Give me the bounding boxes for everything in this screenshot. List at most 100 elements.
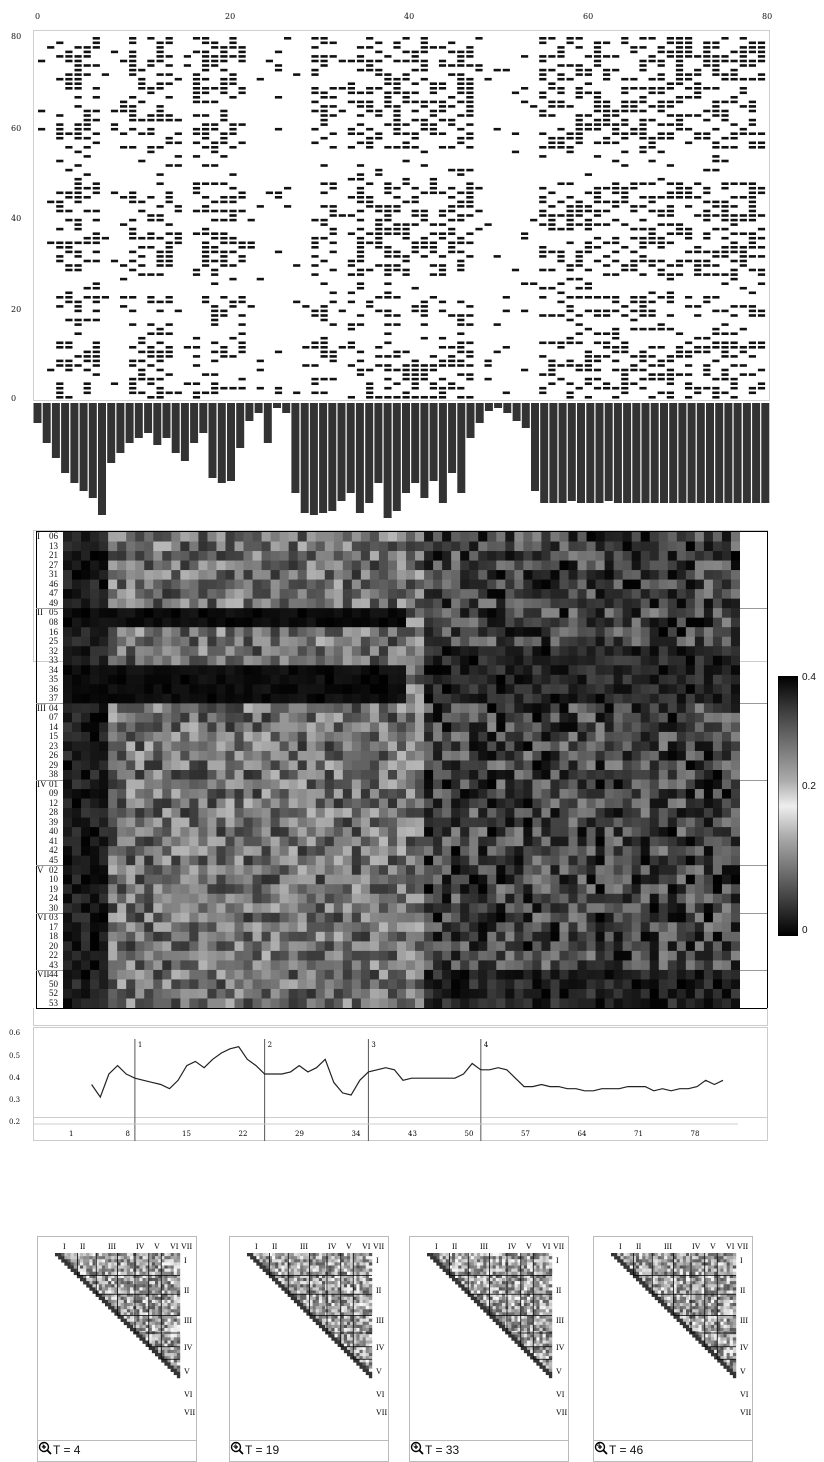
- spike-mark: [657, 177, 665, 181]
- heatmap-cell: [505, 731, 515, 742]
- spike-mark: [639, 46, 647, 49]
- heatmap-cell: [207, 703, 217, 714]
- spike-mark: [211, 218, 219, 222]
- heatmap-group-label: VI: [37, 912, 47, 923]
- heatmap-cell: [126, 655, 136, 666]
- heatmap-cell: [676, 855, 687, 866]
- heatmap-cell: [622, 655, 633, 666]
- heatmap-cell: [369, 789, 380, 799]
- heatmap-cell: [712, 760, 723, 771]
- heatmap-cell: [324, 741, 335, 752]
- heatmap-cell: [649, 836, 660, 847]
- heatmap-cell: [315, 636, 326, 647]
- heatmap-cell: [559, 541, 569, 552]
- spike-mark: [593, 105, 602, 108]
- heatmap-cell: [306, 741, 317, 752]
- spike-mark: [338, 59, 346, 63]
- heatmap-cell: [153, 560, 163, 571]
- heatmap-cell: [234, 617, 244, 628]
- heatmap-cell: [658, 827, 669, 838]
- heatmap-row-label: 15: [49, 731, 58, 742]
- spike-mark: [748, 305, 756, 308]
- spike-mark: [402, 73, 410, 76]
- spike-mark: [65, 396, 73, 399]
- spike-mark: [521, 100, 529, 104]
- heatmap-cell: [288, 627, 299, 638]
- heatmap-cell: [153, 798, 163, 809]
- spike-mark: [712, 296, 720, 299]
- spike-mark: [165, 55, 173, 58]
- heatmap-cell: [261, 817, 272, 828]
- heatmap-cell: [460, 827, 470, 838]
- spike-mark: [384, 368, 392, 372]
- activity-bar: [134, 403, 143, 438]
- heatmap-cell: [324, 636, 335, 647]
- heatmap-cell: [460, 712, 470, 723]
- spike-mark: [566, 318, 574, 322]
- heatmap-cell: [424, 874, 434, 885]
- heatmap-cell: [297, 655, 308, 666]
- spike-mark: [438, 64, 447, 67]
- spike-mark: [575, 205, 583, 208]
- heatmap-cell: [396, 760, 407, 771]
- spike-mark: [202, 64, 210, 67]
- heatmap-cell: [189, 817, 199, 828]
- heatmap-cell: [676, 655, 687, 666]
- spike-mark: [457, 55, 465, 58]
- spike-mark: [712, 227, 720, 231]
- heatmap-cell: [396, 570, 407, 580]
- heatmap-cell: [198, 798, 208, 809]
- heatmap-cell: [469, 779, 479, 790]
- spike-mark: [748, 391, 756, 395]
- heatmap-cell: [351, 750, 362, 761]
- heatmap-cell: [433, 636, 443, 647]
- spike-mark: [156, 327, 164, 331]
- heatmap-cell: [252, 836, 262, 847]
- heatmap-cell: [658, 817, 669, 828]
- heatmap-cell: [144, 865, 154, 876]
- heatmap-cell: [387, 712, 398, 723]
- heatmap-cell: [117, 570, 127, 580]
- spike-mark: [457, 359, 465, 363]
- spike-mark: [329, 355, 337, 358]
- spike-mark: [575, 132, 583, 135]
- heatmap-cell: [712, 598, 723, 609]
- spike-mark: [366, 109, 374, 113]
- heatmap-cell: [523, 770, 533, 780]
- spike-mark: [457, 77, 465, 81]
- heatmap-cell: [433, 608, 443, 619]
- heatmap-cell: [126, 703, 136, 714]
- heatmap-cell: [613, 636, 624, 647]
- heatmap-cell: [180, 684, 190, 695]
- spike-mark: [74, 200, 82, 204]
- heatmap-cell: [135, 750, 145, 761]
- spike-mark: [603, 118, 611, 122]
- heatmap-cell: [315, 712, 326, 723]
- spike-mark: [56, 209, 64, 213]
- spike-mark: [83, 355, 91, 358]
- spike-mark: [593, 64, 602, 67]
- heatmap-cell: [532, 608, 542, 619]
- heatmap-cell: [694, 579, 705, 590]
- heatmap-cell: [180, 551, 190, 561]
- spike-mark: [438, 300, 447, 304]
- spike-mark: [639, 59, 647, 63]
- heatmap-cell: [261, 836, 272, 847]
- heatmap-cell: [496, 712, 506, 723]
- heatmap-cell: [387, 636, 398, 647]
- heatmap-cell: [225, 560, 235, 571]
- spike-mark: [666, 87, 674, 90]
- heatmap-cell: [261, 636, 272, 647]
- spike-mark: [621, 150, 629, 154]
- heatmap-cell: [162, 731, 172, 742]
- heatmap-cell: [532, 789, 542, 799]
- heatmap-cell: [586, 598, 596, 609]
- heatmap-cell: [595, 703, 605, 714]
- heatmap-cell: [72, 827, 82, 838]
- spike-mark: [603, 382, 611, 385]
- heatmap-cell: [324, 836, 335, 847]
- heatmap-cell: [180, 817, 190, 828]
- spike-mark: [165, 355, 173, 358]
- heatmap-cell: [667, 817, 678, 828]
- heatmap-cell: [694, 750, 705, 761]
